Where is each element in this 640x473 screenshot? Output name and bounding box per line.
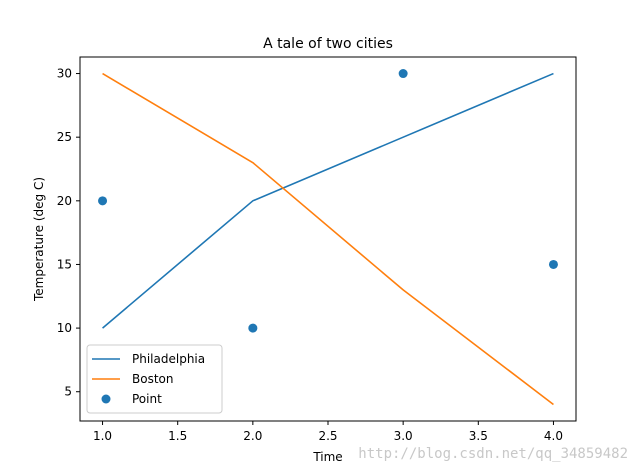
y-axis-label: Temperature (deg C) bbox=[32, 177, 46, 302]
series-line-boston bbox=[102, 72, 554, 406]
x-tick-label: 4.0 bbox=[544, 429, 563, 443]
x-tick-label: 2.0 bbox=[243, 429, 262, 443]
watermark-text: http://blog.csdn.net/qq_34859482 bbox=[358, 446, 628, 462]
x-tick-label: 1.0 bbox=[93, 429, 112, 443]
x-tick-label: 3.0 bbox=[394, 429, 413, 443]
x-tick-label: 3.5 bbox=[469, 429, 488, 443]
y-axis: 5 10 15 20 25 30 bbox=[57, 67, 80, 399]
x-tick-label: 2.5 bbox=[318, 429, 337, 443]
scatter-point-point bbox=[548, 259, 558, 269]
legend-label-point: Point bbox=[132, 392, 162, 406]
scatter-point-point bbox=[398, 69, 408, 79]
y-tick-label: 5 bbox=[64, 385, 72, 399]
scatter-point-point bbox=[98, 196, 108, 206]
legend-box bbox=[86, 344, 223, 414]
x-axis-label: Time bbox=[312, 450, 342, 464]
x-tick-label: 1.5 bbox=[168, 429, 187, 443]
legend-swatch-point bbox=[101, 394, 111, 404]
y-tick-label: 15 bbox=[57, 257, 72, 271]
y-tick-label: 10 bbox=[57, 321, 72, 335]
series-line-philadelphia bbox=[102, 72, 554, 329]
y-tick-label: 25 bbox=[57, 130, 72, 144]
y-tick-label: 30 bbox=[57, 67, 72, 81]
scatter-point-point bbox=[248, 323, 258, 333]
legend-label-boston: Boston bbox=[132, 372, 173, 386]
y-tick-label: 20 bbox=[57, 194, 72, 208]
chart-title: A tale of two cities bbox=[263, 36, 393, 52]
x-axis: 1.0 1.5 2.0 2.5 3.0 3.5 4.0 bbox=[93, 421, 563, 443]
legend-label-philadelphia: Philadelphia bbox=[132, 352, 205, 366]
legend: Philadelphia Boston Point bbox=[86, 344, 223, 414]
plot-series bbox=[98, 69, 558, 406]
